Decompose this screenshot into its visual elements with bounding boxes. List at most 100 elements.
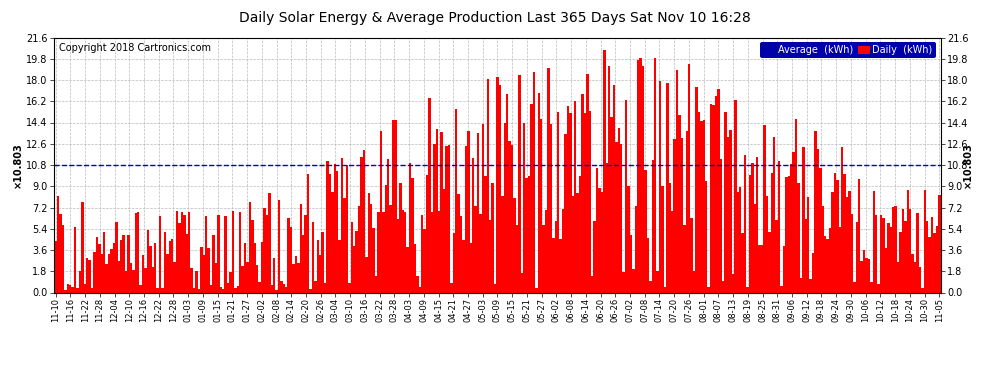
Bar [312,222,314,292]
Bar [700,121,703,292]
Bar [785,177,788,292]
Bar [768,232,770,292]
Bar [443,189,446,292]
Bar [606,163,608,292]
Bar [168,241,171,292]
Bar [392,120,394,292]
Bar [858,178,860,292]
Bar [646,238,649,292]
Bar [824,236,827,292]
Bar [671,210,673,292]
Bar [773,137,775,292]
Bar [593,221,596,292]
Bar [411,178,414,292]
Bar [564,134,566,292]
Bar [644,170,646,292]
Bar [934,233,936,292]
Bar [916,213,919,292]
Bar [375,276,377,292]
Bar [285,287,287,292]
Bar [384,185,387,292]
Bar [526,178,528,292]
Bar [730,130,732,292]
Bar [115,222,118,292]
Bar [462,240,464,292]
Bar [227,283,230,292]
Bar [571,196,574,292]
Bar [120,240,123,292]
Bar [341,158,344,292]
Bar [557,112,559,292]
Bar [217,215,220,292]
Bar [161,288,163,292]
Bar [579,176,581,292]
Bar [258,282,260,292]
Bar [295,256,297,292]
Bar [890,227,892,292]
Bar [770,173,773,292]
Bar [855,222,858,292]
Bar [640,58,642,292]
Bar [346,165,348,292]
Bar [783,246,785,292]
Text: Daily Solar Energy & Average Production Last 365 Days Sat Nov 10 16:28: Daily Solar Energy & Average Production … [240,11,750,25]
Bar [521,273,523,292]
Bar [584,113,586,292]
Bar [322,232,324,292]
Bar [812,253,814,292]
Bar [156,288,158,292]
Bar [608,66,611,292]
Bar [79,271,81,292]
Bar [540,118,543,292]
Bar [265,215,268,292]
Bar [598,188,601,292]
Bar [137,212,140,292]
Bar [270,285,273,292]
Bar [885,248,887,292]
Bar [659,81,661,292]
Bar [850,214,853,292]
Bar [693,271,695,292]
Bar [554,220,557,292]
Bar [865,258,867,292]
Bar [880,215,882,292]
Bar [292,264,295,292]
Bar [897,262,899,292]
Bar [863,251,865,292]
Bar [832,192,834,292]
Bar [140,285,142,292]
Bar [618,128,620,292]
Bar [649,281,651,292]
Bar [827,239,829,292]
Bar [397,219,399,292]
Bar [309,289,312,292]
Bar [756,158,758,292]
Bar [506,93,509,292]
Bar [673,139,676,292]
Bar [566,106,569,292]
Bar [491,183,494,292]
Bar [739,187,742,292]
Bar [681,138,683,292]
Bar [623,272,625,292]
Bar [59,214,61,292]
Bar [603,50,606,292]
Bar [615,142,618,292]
Bar [788,177,790,292]
Bar [668,183,671,292]
Bar [581,94,584,292]
Bar [486,79,489,292]
Bar [743,155,746,292]
Bar [319,255,322,292]
Bar [377,212,380,292]
Bar [193,288,195,292]
Bar [431,212,434,292]
Bar [611,117,613,292]
Bar [344,198,346,292]
Bar [939,195,940,292]
Bar [86,258,88,292]
Bar [190,268,193,292]
Bar [300,204,302,292]
Bar [110,249,113,292]
Bar [705,182,708,292]
